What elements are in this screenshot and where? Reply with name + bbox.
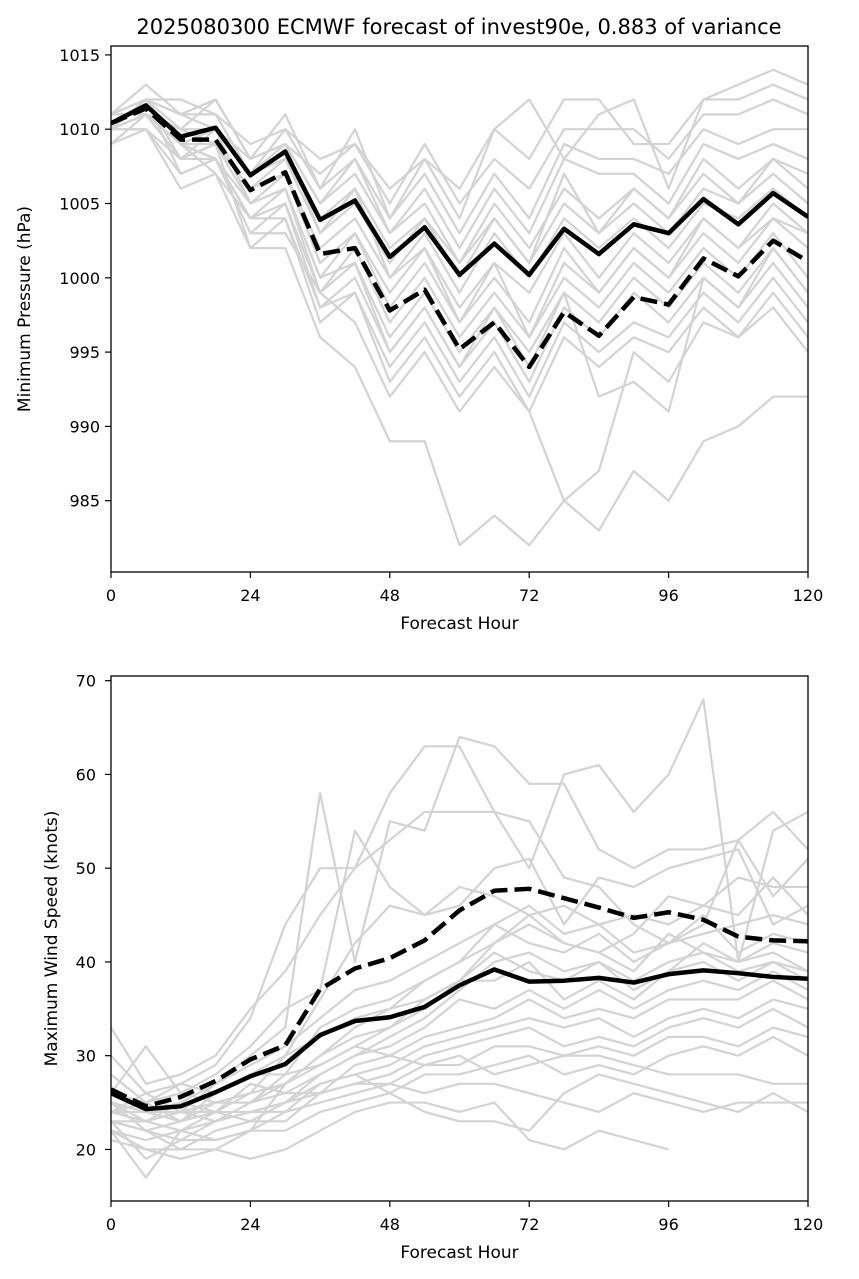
pressure-y-tick-label: 995	[69, 343, 100, 362]
pressure-y-tick-label: 1015	[59, 46, 100, 65]
wind-ensemble-member-line-1	[111, 698, 808, 1085]
wind-y-tick-label: 70	[76, 672, 96, 691]
pressure-x-tick-label: 48	[380, 586, 400, 605]
wind-y-tick-label: 50	[76, 859, 96, 878]
pressure-y-tick-label: 1000	[59, 269, 100, 288]
wind-ensemble-member-line-13	[111, 1007, 808, 1151]
pressure-solid-mean-line	[111, 103, 808, 278]
pressure-x-tick-label: 24	[240, 586, 260, 605]
wind-ensemble-member-line-18	[111, 1073, 808, 1132]
wind-y-tick-label: 20	[76, 1140, 96, 1159]
pressure-ensemble-member-line-8	[111, 113, 808, 294]
pressure-ensemble-member-line-5	[111, 98, 808, 250]
pressure-ensemble-member-line-4	[111, 98, 808, 235]
wind-ensemble-member-line-4	[111, 829, 808, 1095]
wind-x-tick-label: 120	[793, 1215, 824, 1234]
pressure-x-axis-label: Forecast Hour	[400, 614, 518, 634]
wind-y-axis-label: Maximum Wind Speed (knots)	[42, 811, 62, 1067]
pressure-ensemble-member-line-18	[111, 113, 808, 413]
wind-ensemble-member-line-17	[111, 1082, 808, 1123]
wind-ensemble-member-line-19	[111, 1045, 808, 1123]
pressure-ensemble-member-line-19	[111, 98, 808, 265]
pressure-x-tick-label: 120	[793, 586, 824, 605]
pressure-ensemble-member-line-14	[111, 98, 808, 398]
wind-y-tick-label: 30	[76, 1047, 96, 1066]
wind-panel: 0 24 48 72 96 120 20 30 40 50 60 70 Forecast Hour Max…	[42, 672, 823, 1263]
wind-x-tick-label: 96	[658, 1215, 678, 1234]
wind-ensemble-member-line-21	[111, 913, 808, 1114]
pressure-y-axis-label: Minimum Pressure (hPa)	[15, 206, 35, 412]
pressure-y-tick-label: 990	[69, 417, 100, 436]
wind-ensemble-member-line-16	[111, 1101, 669, 1160]
pressure-ensemble-member-line-17	[111, 98, 808, 502]
pressure-ensemble-member-line-9	[111, 98, 808, 309]
wind-dashed-mean-line	[111, 886, 808, 1109]
wind-y-tick-label: 60	[76, 765, 96, 784]
wind-ensemble-member-line-15	[111, 1035, 808, 1179]
wind-ensemble-member-line-3	[111, 810, 808, 1104]
pressure-y-tick-label: 985	[69, 492, 100, 511]
wind-x-axis-label: Forecast Hour	[400, 1243, 518, 1263]
pressure-ensemble-member-line-2	[111, 83, 808, 190]
pressure-panel: 0 24 48 72 96 120 985 990 995 1000 1005 1010 1015 For…	[15, 45, 824, 634]
pressure-y-tick-label: 1005	[59, 195, 100, 214]
pressure-axes-frame	[110, 45, 809, 573]
pressure-ensemble-member-line-16	[111, 128, 808, 547]
wind-x-tick-label: 24	[240, 1215, 260, 1234]
pressure-lines	[111, 68, 808, 547]
pressure-x-tick-label: 0	[106, 586, 116, 605]
wind-ensemble-member-line-5	[111, 876, 808, 1123]
wind-axes-frame	[110, 675, 809, 1202]
pressure-x-tick-label: 96	[658, 586, 678, 605]
pressure-y-tick-label: 1010	[59, 120, 100, 139]
wind-x-tick-label: 72	[519, 1215, 539, 1234]
wind-x-tick-label: 48	[380, 1215, 400, 1234]
chart-title: 2025080300 ECMWF forecast of invest90e, …	[136, 15, 781, 39]
wind-ensemble-member-line-8	[111, 942, 808, 1123]
wind-solid-mean-line	[111, 967, 808, 1112]
wind-x-tick-label: 0	[106, 1215, 116, 1234]
wind-lines	[111, 698, 808, 1179]
pressure-x-tick-label: 72	[519, 586, 539, 605]
wind-y-tick-label: 40	[76, 953, 96, 972]
